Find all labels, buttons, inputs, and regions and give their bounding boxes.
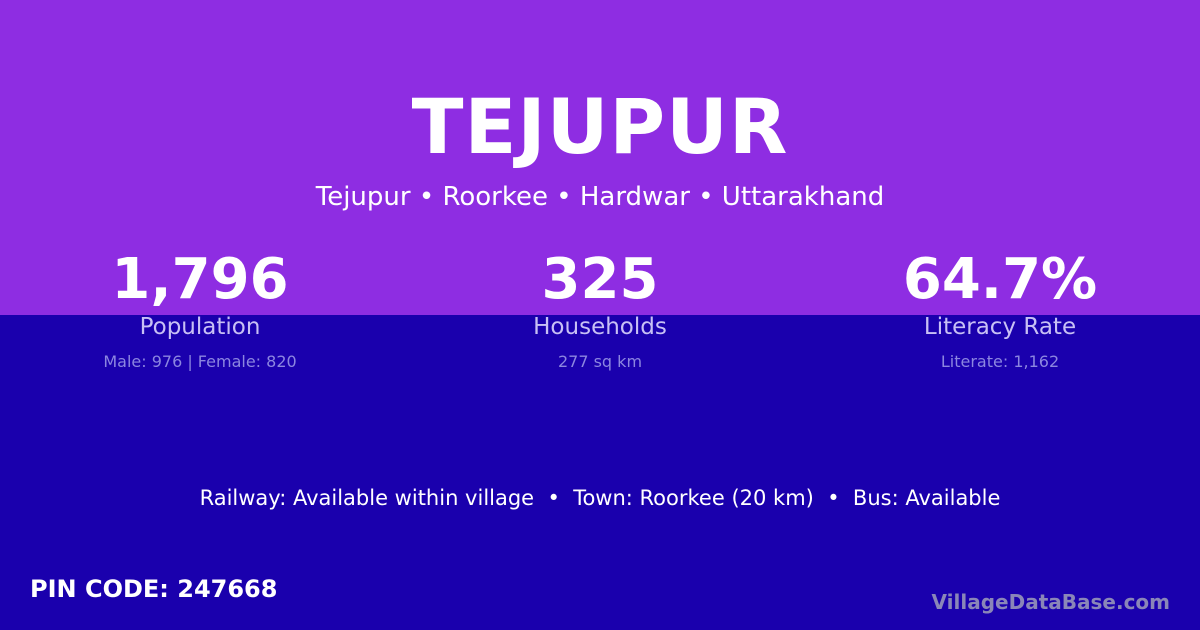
- stat-label: Literacy Rate: [923, 314, 1077, 340]
- header-band: [0, 0, 1200, 315]
- location-breadcrumb: Tejupur • Roorkee • Hardwar • Uttarakhan…: [315, 182, 885, 212]
- stat-detail: Male: 976 | Female: 820: [103, 352, 297, 371]
- brand-logo: VillageDataBase.com: [931, 590, 1170, 614]
- stat-detail: 277 sq km: [557, 352, 643, 371]
- stat-population: 1,796 Population Male: 976 | Female: 820: [0, 247, 400, 372]
- village-title: TEJUPUR: [411, 82, 789, 171]
- amenities-info: Railway: Available within village • Town…: [199, 486, 1001, 510]
- stat-value: 325: [541, 247, 659, 312]
- stat-value: 64.7%: [902, 247, 1098, 312]
- pin-code: PIN CODE: 247668: [30, 575, 278, 603]
- stat-detail: Literate: 1,162: [940, 352, 1060, 371]
- stat-households: 325 Households 277 sq km: [400, 247, 800, 372]
- stat-label: Population: [139, 314, 261, 340]
- stat-literacy: 64.7% Literacy Rate Literate: 1,162: [800, 247, 1200, 372]
- stat-value: 1,796: [111, 247, 289, 312]
- stat-label: Households: [533, 314, 667, 340]
